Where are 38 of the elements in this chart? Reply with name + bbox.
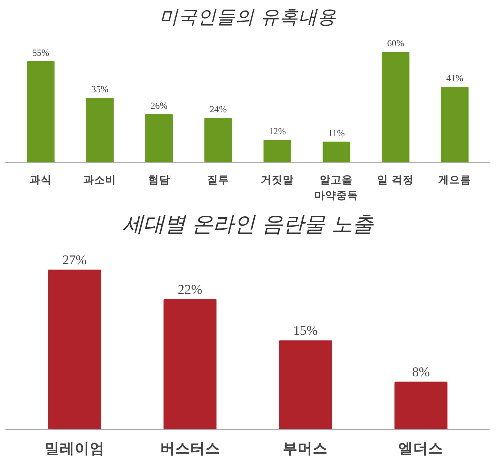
data-label: 24% — [210, 106, 228, 116]
x-tick-label: 엘더스 — [398, 440, 444, 458]
data-label: 12% — [269, 128, 286, 138]
x-tick-label: 일 걱정 — [378, 174, 414, 186]
bar — [264, 140, 292, 162]
x-tick-label: 험담 — [148, 174, 170, 186]
chart-title: 세대별 온라인 음란물 노출 — [122, 212, 375, 238]
bar — [382, 52, 410, 162]
x-tick-label: 게으름 — [438, 174, 472, 186]
data-label: 11% — [328, 129, 346, 140]
x-tick-label: 과식 — [30, 174, 52, 186]
data-label: 41% — [446, 74, 464, 84]
bar — [48, 270, 102, 430]
bar — [145, 114, 174, 162]
bar — [204, 118, 232, 162]
data-label: 15% — [294, 323, 318, 338]
data-label: 27% — [62, 252, 88, 268]
x-tick-label: 거짓말 — [261, 174, 294, 186]
x-tick-label: 과소비 — [84, 174, 117, 186]
x-tick-label: 부머스 — [283, 440, 328, 458]
bar — [164, 299, 217, 430]
bar — [86, 98, 114, 162]
x-tick-label: 버스터스 — [160, 440, 220, 458]
data-label: 60% — [387, 40, 405, 50]
bar — [441, 86, 469, 162]
bar — [394, 382, 448, 430]
data-label: 55% — [32, 48, 50, 59]
bar — [279, 340, 332, 430]
x-tick-label: 알고올 마약중독 — [314, 174, 359, 202]
bar — [27, 61, 55, 162]
data-label: 26% — [150, 102, 168, 112]
x-tick-label: 밀레이엄 — [44, 440, 105, 458]
bar — [322, 142, 351, 162]
data-label: 22% — [178, 282, 202, 297]
data-label: 35% — [92, 85, 109, 96]
x-tick-label: 질투 — [207, 174, 230, 186]
chart-title: 미국인들의 유혹내용 — [160, 8, 336, 28]
data-label: 8% — [412, 364, 430, 380]
